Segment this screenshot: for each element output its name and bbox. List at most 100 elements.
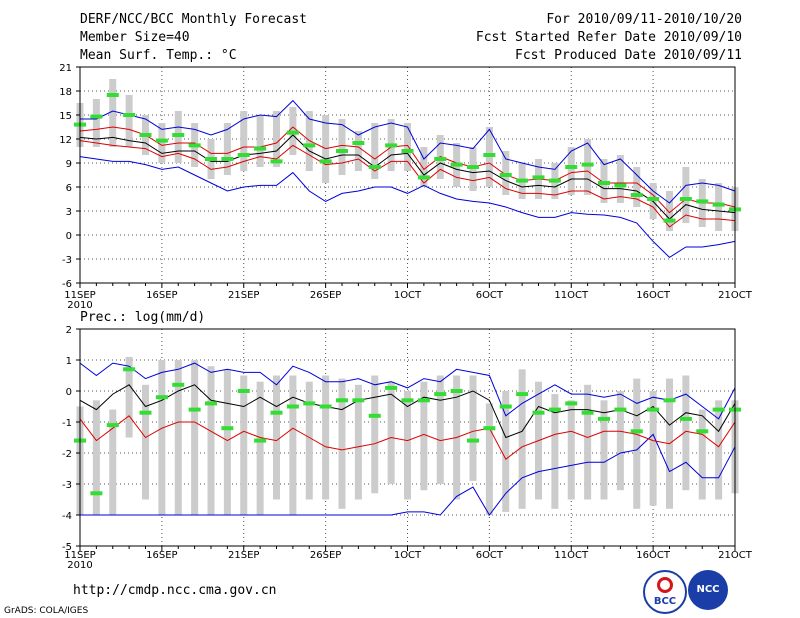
panel2-spread-box: [256, 381, 264, 515]
panel2-spread-box: [305, 381, 313, 500]
panel2-spread-box: [142, 384, 149, 500]
panel1-obs-marker: [696, 199, 709, 204]
panel2-spread-box: [289, 375, 297, 515]
panel2-obs-marker: [172, 382, 185, 387]
panel2-y-tick-label: 0: [66, 387, 72, 398]
panel1-spread-box: [354, 131, 362, 171]
panel2-spread-box: [125, 356, 133, 438]
panel2-spread-box: [109, 409, 117, 515]
panel2-x-tick-label: 16SEP: [146, 550, 177, 561]
panel2-obs-marker: [401, 398, 414, 403]
panel2-spread-box: [338, 378, 346, 509]
panel2-series-max-line: [79, 362, 736, 420]
panel1-x-tick-label: 16SEP: [146, 290, 177, 301]
panel1-obs-marker: [123, 113, 136, 117]
panel2-spread-box: [207, 366, 215, 515]
panel1-year-label: 2010: [67, 300, 92, 311]
panel2-obs-marker: [221, 426, 234, 431]
source-url[interactable]: http://cmdp.ncc.cma.gov.cn: [73, 583, 277, 598]
panel2-spread-box: [240, 375, 248, 515]
panel2-obs-marker: [679, 416, 692, 421]
panel1-spread-box: [420, 147, 428, 187]
panel2-obs-marker: [254, 438, 267, 443]
panel2-obs-marker: [581, 410, 594, 415]
panel1-obs-marker: [467, 165, 479, 169]
panel1-x-tick-label: 11OCT: [554, 290, 589, 301]
panel1-obs-marker: [139, 133, 152, 137]
fcst-produced-date: Fcst Produced Date 2010/09/11: [515, 48, 742, 63]
panel1-spread-box: [567, 147, 575, 195]
panel2-spread-box: [92, 400, 100, 515]
panel1-obs-marker: [90, 114, 103, 119]
panel2-obs-marker: [188, 407, 201, 412]
panel1-obs-marker: [303, 143, 316, 148]
panel2-obs-marker: [516, 392, 529, 397]
forecast-period: For 2010/09/11-2010/10/20: [546, 12, 742, 27]
panel2-series-mean-line: [79, 384, 736, 439]
panel2-obs-marker: [467, 438, 479, 443]
panel2-x-tick-label: 21OCT: [718, 550, 753, 561]
panel1-x-tick-label: 21OCT: [718, 290, 753, 301]
panel1-obs-marker: [565, 165, 578, 169]
member-size: Member Size=40: [80, 30, 190, 45]
panel1-obs-marker: [270, 159, 283, 164]
panel1-obs-marker: [401, 149, 414, 153]
panel1-obs-marker: [205, 157, 217, 161]
panel1-obs-marker: [417, 175, 430, 180]
panel1-y-tick-label: 12: [59, 135, 72, 146]
panel2-obs-marker: [319, 404, 332, 409]
panel2-spread-box: [518, 369, 526, 509]
panel2-obs-marker: [286, 404, 299, 409]
panel1-y-tick-label: 0: [66, 231, 72, 242]
panel2-obs-marker: [614, 407, 627, 412]
panel2-obs-marker: [270, 410, 283, 415]
panel2-obs-marker: [155, 395, 168, 400]
panel2-y-tick-label: 2: [66, 325, 72, 336]
panel1-obs-marker: [581, 162, 594, 167]
panel1-spread-box: [404, 123, 411, 171]
panel2-spread-box: [354, 384, 362, 500]
panel2-x-tick-label: 11OCT: [554, 550, 589, 561]
panel1-obs-marker: [483, 153, 496, 157]
panel2-obs-marker: [532, 410, 545, 415]
panel1-obs-marker: [663, 218, 676, 223]
panel1-spread-box: [158, 123, 166, 163]
panel2-year-label: 2010: [67, 560, 92, 571]
panel2-spread-box: [698, 409, 706, 500]
panel2-x-tick-label: 16OCT: [636, 550, 671, 561]
bcc-swirl-icon: [657, 577, 673, 593]
variable-label: Mean Surf. Temp.: °C: [80, 48, 237, 63]
panel2-spread-box: [649, 391, 657, 506]
panel1-obs-marker: [516, 178, 529, 183]
chart-title: DERF/NCC/BCC Monthly Forecast: [80, 12, 307, 27]
panel1-obs-marker: [155, 138, 168, 143]
panel2-spread-box: [174, 360, 182, 515]
panel2-spread-box: [551, 394, 559, 509]
panel2-obs-marker: [303, 401, 316, 406]
panel1-spread-box: [616, 155, 624, 203]
panel1-y-tick-label: 15: [59, 111, 72, 122]
panel1-x-tick-label: 1OCT: [394, 290, 422, 301]
panel2-spread-box: [371, 375, 379, 494]
panel2-spread-box: [584, 384, 592, 500]
panel1-series-max-line: [79, 156, 736, 259]
panel1-obs-marker: [385, 143, 398, 148]
panel1-obs-marker: [679, 197, 692, 201]
panel2-spread-box: [436, 375, 444, 484]
panel2-obs-marker: [663, 398, 676, 403]
panel1-spread-box: [633, 167, 641, 207]
panel2-obs-marker: [647, 407, 660, 412]
panel2-y-tick-label: -4: [62, 511, 72, 522]
panel2-spread-box: [600, 400, 608, 500]
panel1-y-tick-label: 3: [66, 207, 72, 218]
panel1-x-tick-label: 16OCT: [636, 290, 671, 301]
panel2-obs-marker: [368, 413, 381, 418]
panel2-obs-marker: [434, 392, 447, 397]
panel2-spread-box: [420, 381, 428, 491]
panel2-spread-box: [223, 369, 231, 515]
panel2-obs-marker: [548, 407, 561, 412]
panel1-spread-box: [125, 95, 133, 147]
panel2-spread-box: [191, 360, 199, 515]
panel2-x-tick-label: 11SEP: [64, 550, 95, 561]
